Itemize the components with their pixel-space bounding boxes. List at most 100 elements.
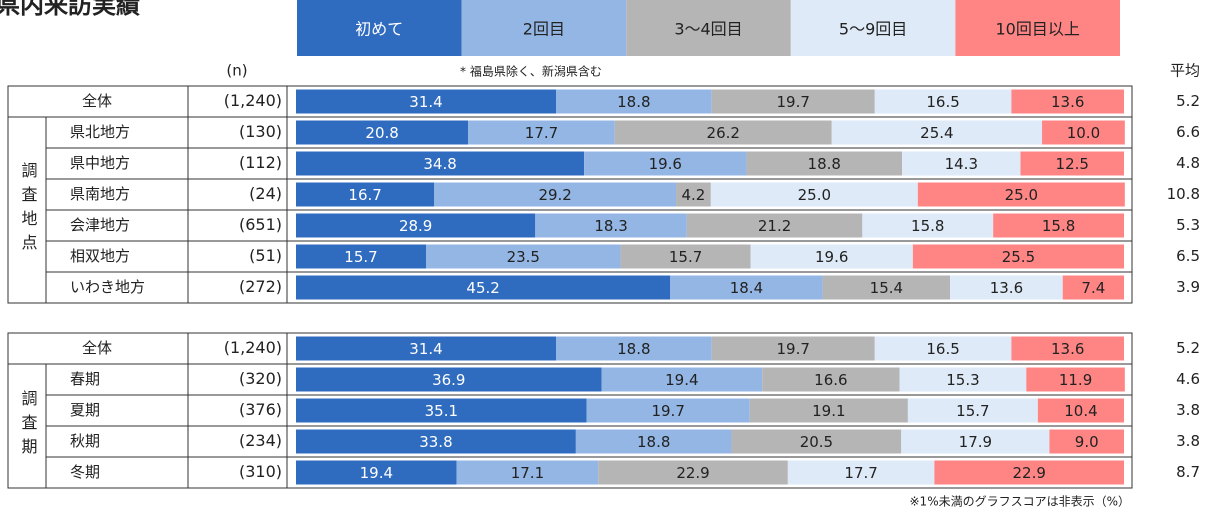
bar-segment xyxy=(710,182,918,207)
value-label: 20.8 xyxy=(365,124,398,142)
value-label: 19.7 xyxy=(651,402,684,420)
value-label: 17.1 xyxy=(511,464,544,482)
value-label: 11.9 xyxy=(1059,371,1092,389)
legend-swatch xyxy=(955,0,1120,56)
value-label: 14.3 xyxy=(945,155,978,173)
value-label: 22.9 xyxy=(676,464,709,482)
bar-segment xyxy=(575,429,732,454)
n-label: (234) xyxy=(239,431,282,450)
bar-segment xyxy=(296,460,457,485)
bar-segment xyxy=(468,120,615,145)
category-label: 全体 xyxy=(82,92,112,110)
bar-segment xyxy=(787,460,935,485)
value-label: 26.2 xyxy=(707,124,740,142)
category-label: 会津地方 xyxy=(70,216,130,234)
value-label: 15.4 xyxy=(870,279,903,297)
value-label: 23.5 xyxy=(507,248,540,266)
value-label: 15.8 xyxy=(911,217,944,235)
value-label: 15.7 xyxy=(669,248,702,266)
value-label: 25.5 xyxy=(1002,248,1035,266)
value-label: 15.3 xyxy=(946,371,979,389)
average-label: 3.8 xyxy=(1176,401,1200,419)
bar-segment xyxy=(917,182,1125,207)
bar-segment xyxy=(899,367,1027,392)
bar-segment xyxy=(555,336,712,361)
value-label: 18.4 xyxy=(730,279,763,297)
value-label: 16.7 xyxy=(348,186,381,204)
n-label: (24) xyxy=(249,184,282,203)
value-label: 16.5 xyxy=(926,340,959,358)
bar-segment xyxy=(296,429,576,454)
average-label: 5.2 xyxy=(1176,92,1200,110)
bar-segment xyxy=(1049,429,1124,454)
value-label: 9.0 xyxy=(1075,433,1099,451)
value-label: 28.9 xyxy=(399,217,432,235)
bar-segment xyxy=(901,429,1050,454)
value-label: 15.8 xyxy=(1042,217,1075,235)
group-label: 調査地点 xyxy=(19,162,38,258)
bar-segment xyxy=(1011,89,1124,114)
bar-segment xyxy=(296,182,435,207)
n-header: (n) xyxy=(226,62,247,80)
bar-segment xyxy=(555,89,712,114)
legend-label: 2回目 xyxy=(523,20,565,39)
bar-segment xyxy=(874,336,1012,361)
value-label: 19.6 xyxy=(815,248,848,266)
value-label: 16.5 xyxy=(926,93,959,111)
n-label: (51) xyxy=(249,246,282,265)
bar-segment xyxy=(686,213,863,238)
value-label: 19.4 xyxy=(665,371,698,389)
n-label: (651) xyxy=(239,215,282,234)
bar-segment xyxy=(822,275,951,300)
category-label: いわき地方 xyxy=(70,278,145,296)
value-label: 34.8 xyxy=(423,155,456,173)
value-label: 10.0 xyxy=(1067,124,1100,142)
value-label: 20.5 xyxy=(800,433,833,451)
bar-segment xyxy=(711,89,875,114)
bar-segment xyxy=(296,398,587,423)
bar-segment xyxy=(1042,120,1125,145)
bar-segment xyxy=(425,244,621,269)
value-label: 16.6 xyxy=(814,371,847,389)
value-label: 17.9 xyxy=(959,433,992,451)
bar-segment xyxy=(535,213,687,238)
legend-swatch xyxy=(790,0,956,56)
value-label: 35.1 xyxy=(425,402,458,420)
footnote: ※1%未満のグラフスコアは非表示（%） xyxy=(910,495,1131,509)
legend-label: 3～4回目 xyxy=(674,20,742,39)
bar-segment xyxy=(912,244,1124,269)
value-label: 29.2 xyxy=(538,186,571,204)
bar-segment xyxy=(296,89,556,114)
bar-segment xyxy=(601,367,763,392)
category-label: 県北地方 xyxy=(70,123,130,141)
value-label: 19.7 xyxy=(777,93,810,111)
legend-swatch xyxy=(461,0,627,56)
category-label: 秋期 xyxy=(70,432,100,450)
bar-segment xyxy=(746,151,903,176)
value-label: 10.4 xyxy=(1064,402,1097,420)
bar-segment xyxy=(711,336,875,361)
average-label: 10.8 xyxy=(1167,185,1200,203)
n-label: (1,240) xyxy=(224,91,282,110)
value-label: 36.9 xyxy=(432,371,465,389)
n-label: (272) xyxy=(239,277,282,296)
bar-segment xyxy=(434,182,677,207)
average-label: 6.6 xyxy=(1176,123,1200,141)
value-label: 13.6 xyxy=(1051,93,1084,111)
category-label: 全体 xyxy=(82,339,112,357)
value-label: 25.4 xyxy=(920,124,953,142)
bar-segment xyxy=(296,244,426,269)
average-label: 3.8 xyxy=(1176,432,1200,450)
category-label: 相双地方 xyxy=(70,247,130,265)
category-label: 春期 xyxy=(70,370,100,388)
value-label: 31.4 xyxy=(409,93,442,111)
value-label: 17.7 xyxy=(844,464,877,482)
category-label: 県南地方 xyxy=(70,185,130,203)
value-label: 19.7 xyxy=(777,340,810,358)
bar-segment xyxy=(296,120,469,145)
bar-segment xyxy=(586,398,750,423)
value-label: 15.7 xyxy=(344,248,377,266)
bar-segment xyxy=(456,460,599,485)
average-label: 3.9 xyxy=(1176,278,1200,296)
value-label: 31.4 xyxy=(409,340,442,358)
